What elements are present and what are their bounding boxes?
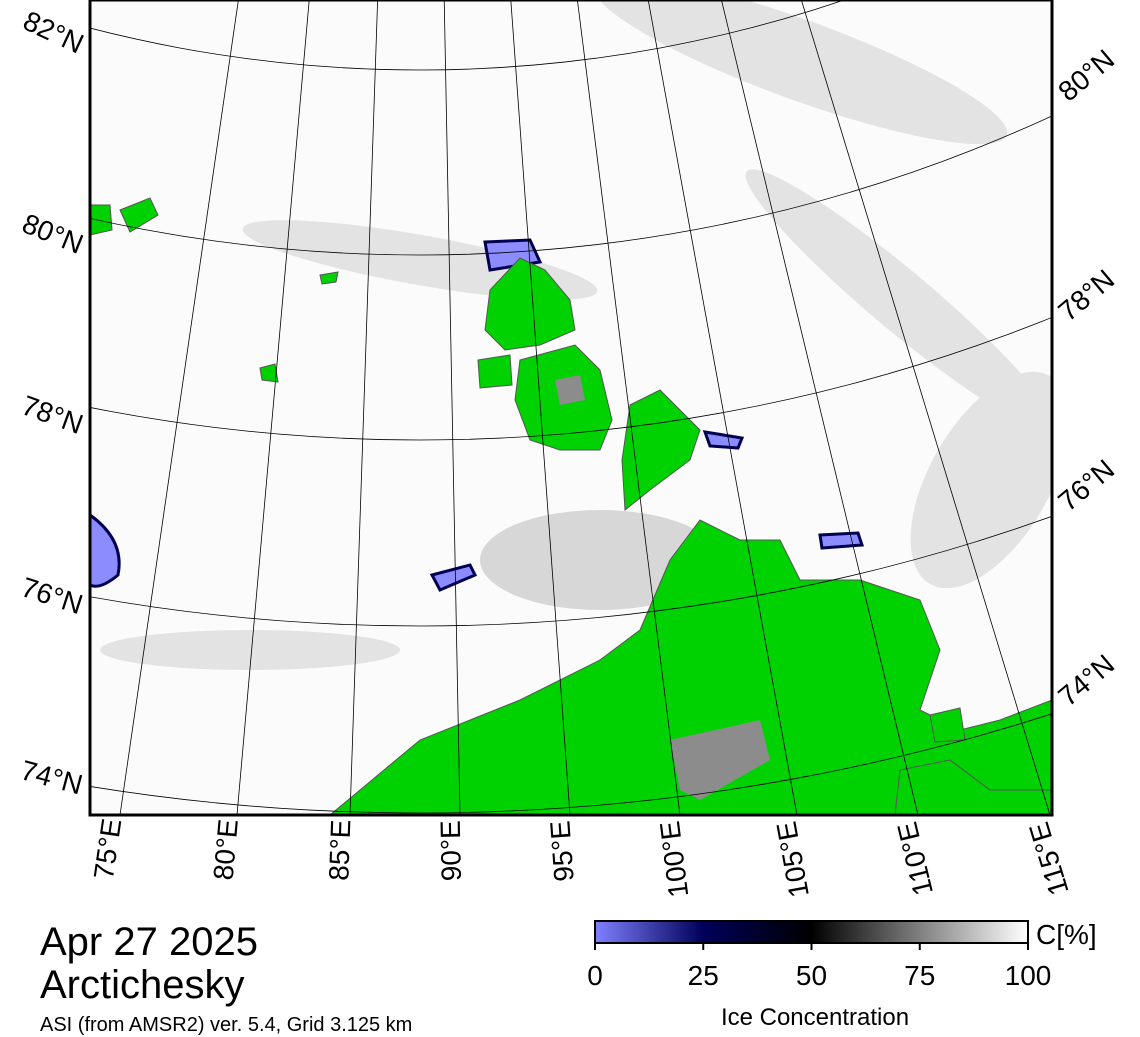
lat-label: 78°N <box>1052 263 1120 327</box>
lon-label: 90°E <box>435 820 467 882</box>
meridian <box>576 0 681 815</box>
meridian <box>647 0 798 815</box>
colorbar-label: Ice Concentration <box>721 1004 909 1031</box>
colorbar-tick-label: 100 <box>1005 960 1052 991</box>
colorbar-ticks: 0 25 50 75 100 <box>587 943 1051 991</box>
lat-label: 74°N <box>1052 648 1120 712</box>
lat-label: 82°N <box>19 5 89 60</box>
map-frame <box>88 0 1054 817</box>
lat-label: 80°N <box>18 208 88 260</box>
graticule <box>90 0 1052 815</box>
lon-label: 115°E <box>1023 819 1074 899</box>
lon-label: 95°E <box>544 820 579 883</box>
ice-texture <box>100 0 1052 670</box>
lon-label: 110°E <box>891 819 939 899</box>
map-area <box>90 0 1052 815</box>
lon-label: 85°E <box>323 819 356 881</box>
low-ice <box>90 238 865 592</box>
colorbar-tick-label: 25 <box>688 960 719 991</box>
source: ASI (from AMSR2) ver. 5.4, Grid 3.125 km <box>40 1014 412 1036</box>
lat-label: 76°N <box>1052 453 1120 517</box>
meridian <box>119 0 239 815</box>
meridian <box>236 0 310 815</box>
meridian <box>800 0 1051 815</box>
meridian <box>721 0 919 815</box>
lon-label: 80°E <box>208 818 244 882</box>
colorbar-tick-label: 75 <box>904 960 935 991</box>
lat-label: 80°N <box>1052 43 1120 107</box>
colorbar-tick-label: 50 <box>796 960 827 991</box>
meridian <box>443 0 461 815</box>
lon-label: 75°E <box>88 817 127 882</box>
date: Apr 27 2025 <box>40 920 258 964</box>
lat-label: 74°N <box>17 754 85 800</box>
colorbar <box>594 920 1029 944</box>
lat-label: 78°N <box>18 390 87 441</box>
lon-label: 100°E <box>654 819 694 899</box>
colorbar-tick-label: 0 <box>587 960 603 991</box>
lat-label: 76°N <box>18 571 87 620</box>
parallel <box>90 0 845 71</box>
lon-label: 105°E <box>771 819 815 900</box>
meridian <box>349 0 379 815</box>
colorbar-unit: C[%] <box>1036 919 1097 950</box>
region: Arctichesky <box>40 963 245 1007</box>
land-ice <box>555 375 770 800</box>
land <box>90 197 1052 815</box>
meridian <box>510 0 571 815</box>
